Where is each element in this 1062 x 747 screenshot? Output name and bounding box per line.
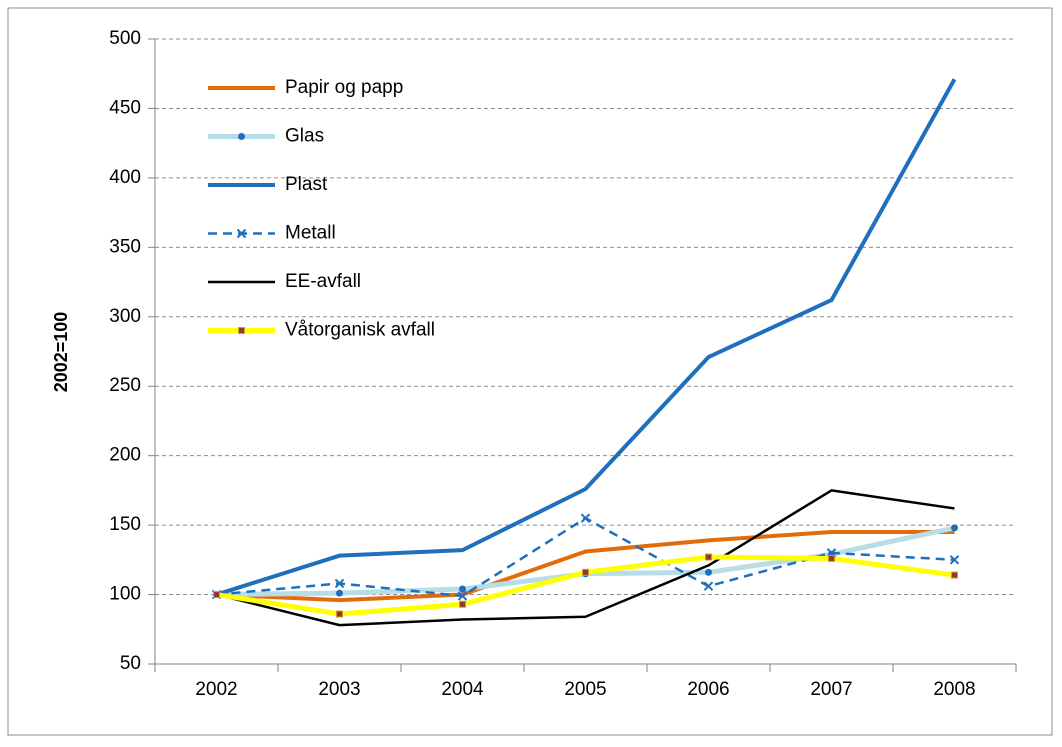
- x-tick-label: 2008: [933, 679, 975, 700]
- legend-label: Glas: [285, 126, 324, 147]
- marker: [336, 610, 343, 618]
- marker: [951, 571, 958, 579]
- marker: [951, 524, 958, 532]
- y-tick-label: 350: [109, 236, 141, 257]
- marker: [705, 568, 712, 576]
- y-tick-label: 150: [109, 514, 141, 535]
- chart-frame: [7, 7, 1053, 736]
- x-tick-label: 2007: [810, 679, 852, 700]
- y-tick-label: 100: [109, 584, 141, 605]
- legend-label: EE-avfall: [285, 271, 361, 292]
- x-tick-label: 2005: [564, 679, 606, 700]
- marker: [580, 513, 591, 523]
- y-tick-label: 400: [109, 167, 141, 188]
- marker: [238, 133, 245, 140]
- legend-label: Våtorganisk avfall: [285, 320, 435, 341]
- marker: [334, 578, 345, 589]
- y-tick-label: 250: [109, 375, 141, 396]
- marker: [828, 554, 835, 562]
- y-tick-label: 50: [120, 653, 141, 674]
- series-line: [216, 530, 955, 603]
- marker: [457, 591, 468, 601]
- legend-label: Papir og papp: [285, 77, 403, 98]
- marker: [236, 228, 247, 239]
- marker: [213, 591, 220, 599]
- y-tick-label: 300: [109, 306, 141, 327]
- marker: [703, 581, 714, 591]
- marker: [705, 553, 712, 561]
- y-tick-label: 500: [109, 28, 141, 49]
- legend-label: Metall: [285, 223, 336, 244]
- legend-label: Plast: [285, 174, 328, 195]
- y-tick-label: 450: [109, 97, 141, 118]
- x-tick-label: 2004: [441, 679, 484, 700]
- y-tick-label: 200: [109, 445, 141, 466]
- marker: [336, 589, 343, 597]
- marker: [459, 585, 466, 593]
- series-line: [215, 78, 957, 597]
- marker: [949, 555, 960, 565]
- series-line: [216, 489, 955, 627]
- marker: [582, 568, 589, 576]
- marker: [459, 600, 466, 608]
- x-tick-label: 2003: [318, 679, 360, 700]
- x-tick-label: 2002: [195, 679, 237, 700]
- y-axis-label: 2002=100: [51, 312, 71, 393]
- x-tick-label: 2006: [687, 679, 729, 700]
- marker: [238, 327, 245, 334]
